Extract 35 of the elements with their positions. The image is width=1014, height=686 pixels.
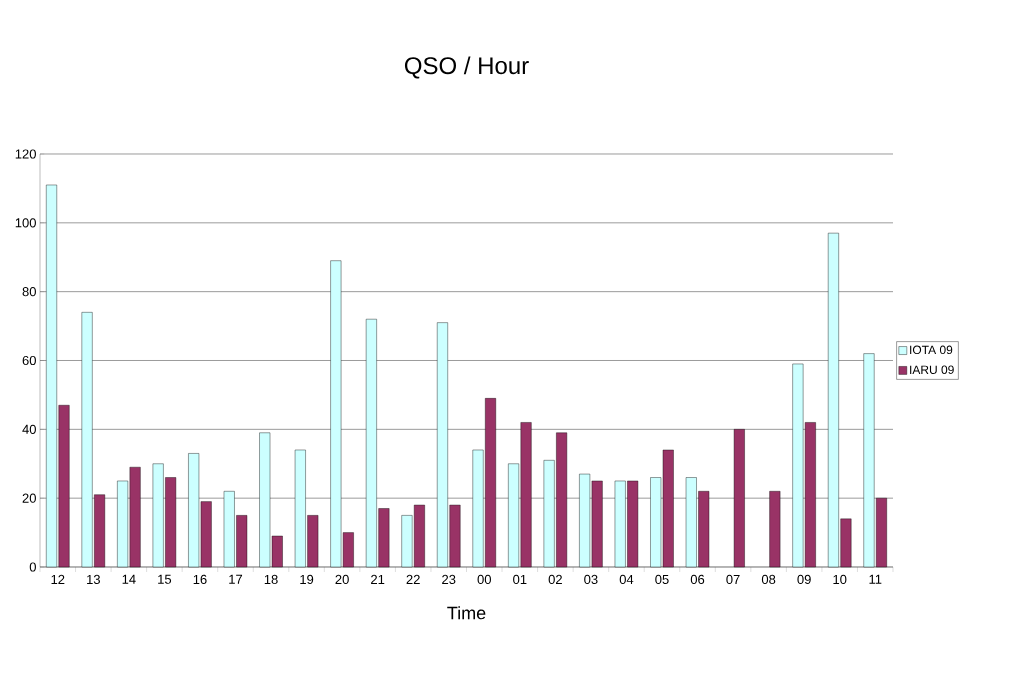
x-tick-label: 03 (584, 574, 598, 584)
x-tick-label: 20 (335, 574, 349, 584)
y-tick-label: 60 (22, 355, 36, 366)
x-axis-title: Time (447, 606, 486, 620)
x-tick-label: 23 (442, 574, 456, 584)
x-tick-label: 07 (726, 574, 740, 584)
x-tick-label: 04 (619, 574, 634, 584)
chart-title: QSO / Hour (404, 56, 529, 79)
x-tick-label: 09 (797, 574, 811, 584)
x-tick-label: 19 (300, 574, 314, 584)
x-tick-label: 15 (158, 574, 172, 584)
y-tick-label: 20 (22, 493, 36, 503)
x-tick-label: 22 (406, 574, 420, 584)
y-tick-label: 0 (29, 562, 36, 572)
x-tick-label: 13 (87, 574, 100, 584)
x-tick-label: 16 (193, 574, 207, 584)
x-tick-label: 21 (371, 574, 385, 584)
x-tick-label: 10 (833, 574, 847, 584)
x-tick-label: 05 (655, 574, 669, 584)
x-tick-label: 17 (229, 574, 243, 584)
legend-label: IOTA 09 (910, 345, 953, 355)
x-tick-label: 11 (869, 574, 882, 584)
y-tick-label: 40 (22, 424, 36, 434)
x-tick-label: 14 (122, 574, 136, 584)
y-tick-label: 80 (22, 287, 36, 297)
x-tick-label: 06 (690, 574, 705, 584)
x-tick-label: 00 (477, 574, 491, 584)
y-tick-label: 120 (15, 149, 36, 159)
x-tick-label: 12 (51, 574, 65, 584)
x-tick-label: 01 (513, 574, 527, 584)
y-tick-label: 100 (15, 218, 36, 228)
legend-label: IARU 09 (910, 365, 954, 374)
x-tick-label: 08 (761, 574, 776, 584)
x-tick-label: 02 (548, 574, 562, 584)
x-tick-label: 18 (264, 574, 278, 584)
